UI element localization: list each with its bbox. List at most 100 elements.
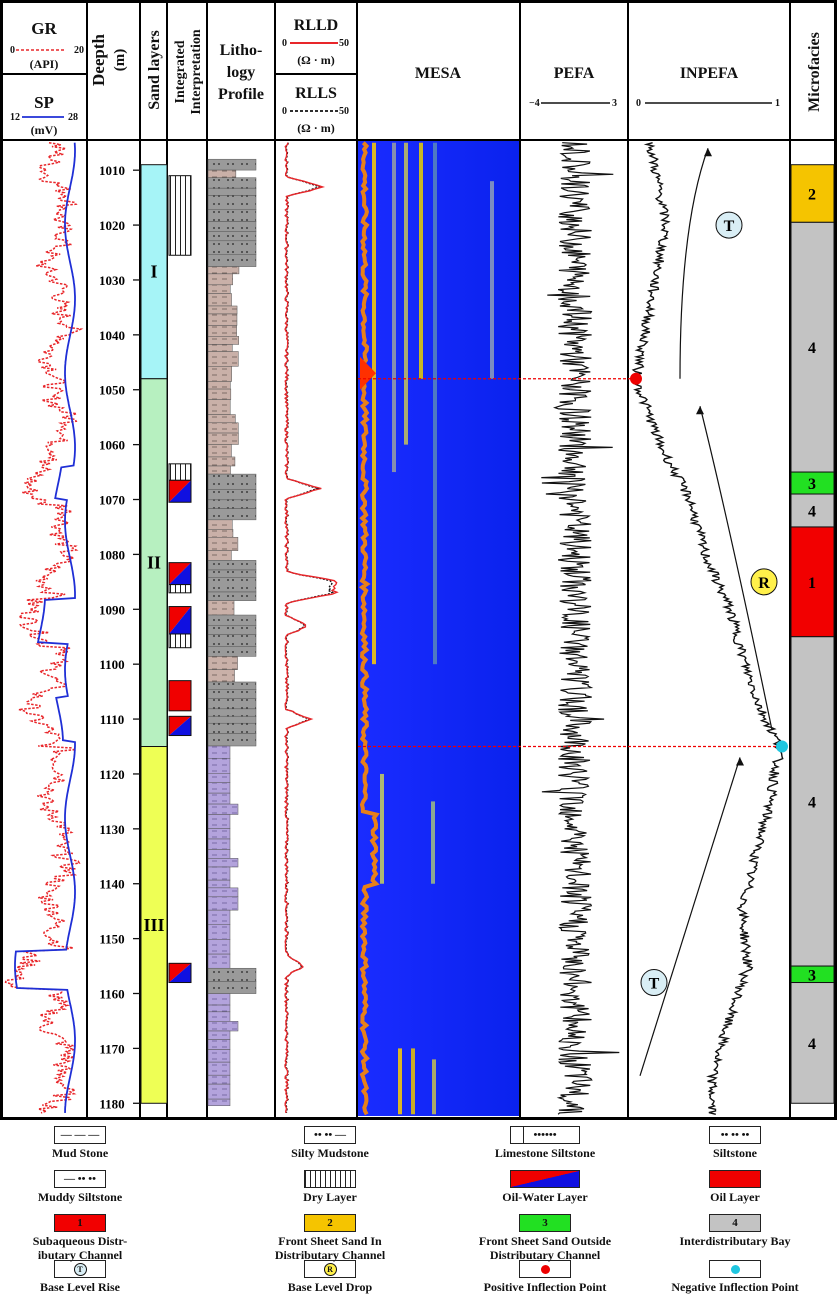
legend-label: Limestone Siltstone [494,1146,596,1160]
lithology-block [207,1021,239,1032]
lithology-block [207,792,231,805]
sp-title: SP [34,93,54,112]
lithology-block [207,981,257,994]
oil-water-layer-block [168,715,192,737]
base-level-drop-marker [750,568,778,596]
legend-item-muddy-siltstone: — •• •• Muddy Siltstone [0,1170,170,1204]
microfacies-block [790,982,835,1104]
pefa-title: PEFA [554,65,595,82]
sand-layer-1 [140,164,168,380]
mesa-streak [398,1048,402,1115]
trend-arrow-top [679,148,709,379]
rlld-unit: (Ω · m) [297,53,335,67]
lithology-block [207,313,238,326]
legend-label: Subaqueous Distr- ibutary Channel [32,1234,128,1262]
negative-inflection-point [776,740,788,753]
lithology-block [207,1030,231,1040]
inpefa-min: 0 [636,98,641,109]
legend-label: Silty Mudstone [291,1146,369,1160]
lithology-block [207,177,257,189]
base-level-rise-marker [640,969,668,997]
lithology-block [207,519,233,530]
lithology-block [207,1098,231,1107]
marker-label: T [724,218,735,235]
lithology-block [207,209,257,222]
lithology-block [207,708,257,717]
dry-layer-block [168,175,192,256]
legend-label: Oil Layer [710,1190,760,1204]
lithology-block [207,733,257,747]
inpefa-title: INPEFA [680,65,739,82]
litho-title-3: Profile [218,86,264,103]
microfacies-block [790,493,835,528]
lithology-block [207,953,231,969]
rlld-max: 50 [339,38,349,49]
legend-swatch-mudstone: — — — [54,1126,106,1144]
lithology-block [207,489,257,501]
mesa-background [358,141,519,1116]
lithology-block [207,782,231,794]
lithology-block [207,305,238,315]
lithology-block [207,195,257,211]
depth-tick-label: 1060 [99,438,125,453]
microfacies-code: 3 [808,476,816,493]
lithology-block [207,773,231,783]
rlld-min: 0 [282,38,287,49]
lithology-block [207,508,257,521]
lithology-block [207,814,231,829]
mesa-streak [431,801,435,884]
oil-water-layer-block [168,962,192,984]
litho-title-2: logy [227,64,255,81]
lithology-block [207,838,231,850]
legend-label: Base Level Rise [40,1280,120,1294]
lithology-block [207,1011,231,1022]
legend-item-mf2: 2 Front Sheet Sand In Distributary Channe… [240,1214,420,1262]
legend-swatch-mf2: 2 [304,1214,356,1232]
gr-title: GR [31,19,57,38]
microfacies-code: 4 [808,340,816,357]
legend-item-base-drop: R Base Level Drop [240,1260,420,1294]
pefa-max: 3 [612,98,617,109]
lithology-block [207,344,233,352]
oil-layer-block [168,680,192,712]
microfacies-code: 2 [808,187,816,204]
depth-tick-label: 1180 [99,1096,124,1111]
lithology-block [207,591,257,601]
legend-swatch-dry-layer [304,1170,356,1188]
depth-tick-label: 1040 [99,328,125,343]
lithology-block [207,499,257,509]
lithology-block [207,745,231,759]
lithology-block [207,336,239,345]
lithology-block [207,879,231,889]
legend-label: Positive Inflection Point [483,1280,607,1294]
lithology-block [207,399,231,415]
legend-item-mf1: 1 Subaqueous Distr- ibutary Channel [0,1214,170,1262]
legend-item-oil-water-layer: Oil-Water Layer [455,1170,635,1204]
lithology-block [207,254,257,267]
depth-tick-label: 1150 [99,932,124,947]
rlls-max: 50 [339,106,349,117]
lithology-block [207,537,239,551]
depth-tick-label: 1070 [99,493,125,508]
pefa-curve [541,142,620,1115]
lithology-block [207,614,257,626]
legend-item-mf3: 3 Front Sheet Sand Outside Distributary C… [455,1214,635,1262]
depth-tick-label: 1130 [99,822,124,837]
trend-arrow-bottom-head [736,757,744,766]
depth-tick-label: 1020 [99,218,125,233]
microfacies-code: 3 [808,967,816,984]
lithology-block [207,366,232,382]
lithology-block [207,273,233,286]
lithology-block [207,1049,231,1063]
depth-tick-label: 1090 [99,602,125,617]
lithology-block [207,1004,231,1013]
lithology-block [207,967,257,982]
legend-label: Interdistributary Bay [679,1234,791,1248]
lithology-block [207,560,257,571]
rlld-curve [283,142,339,1113]
sand-layer-label: II [147,553,161,573]
lithology-block [207,669,235,683]
lithology-block [207,689,257,699]
lithology-block [207,422,239,434]
log-overlay: T R T [358,148,788,1077]
